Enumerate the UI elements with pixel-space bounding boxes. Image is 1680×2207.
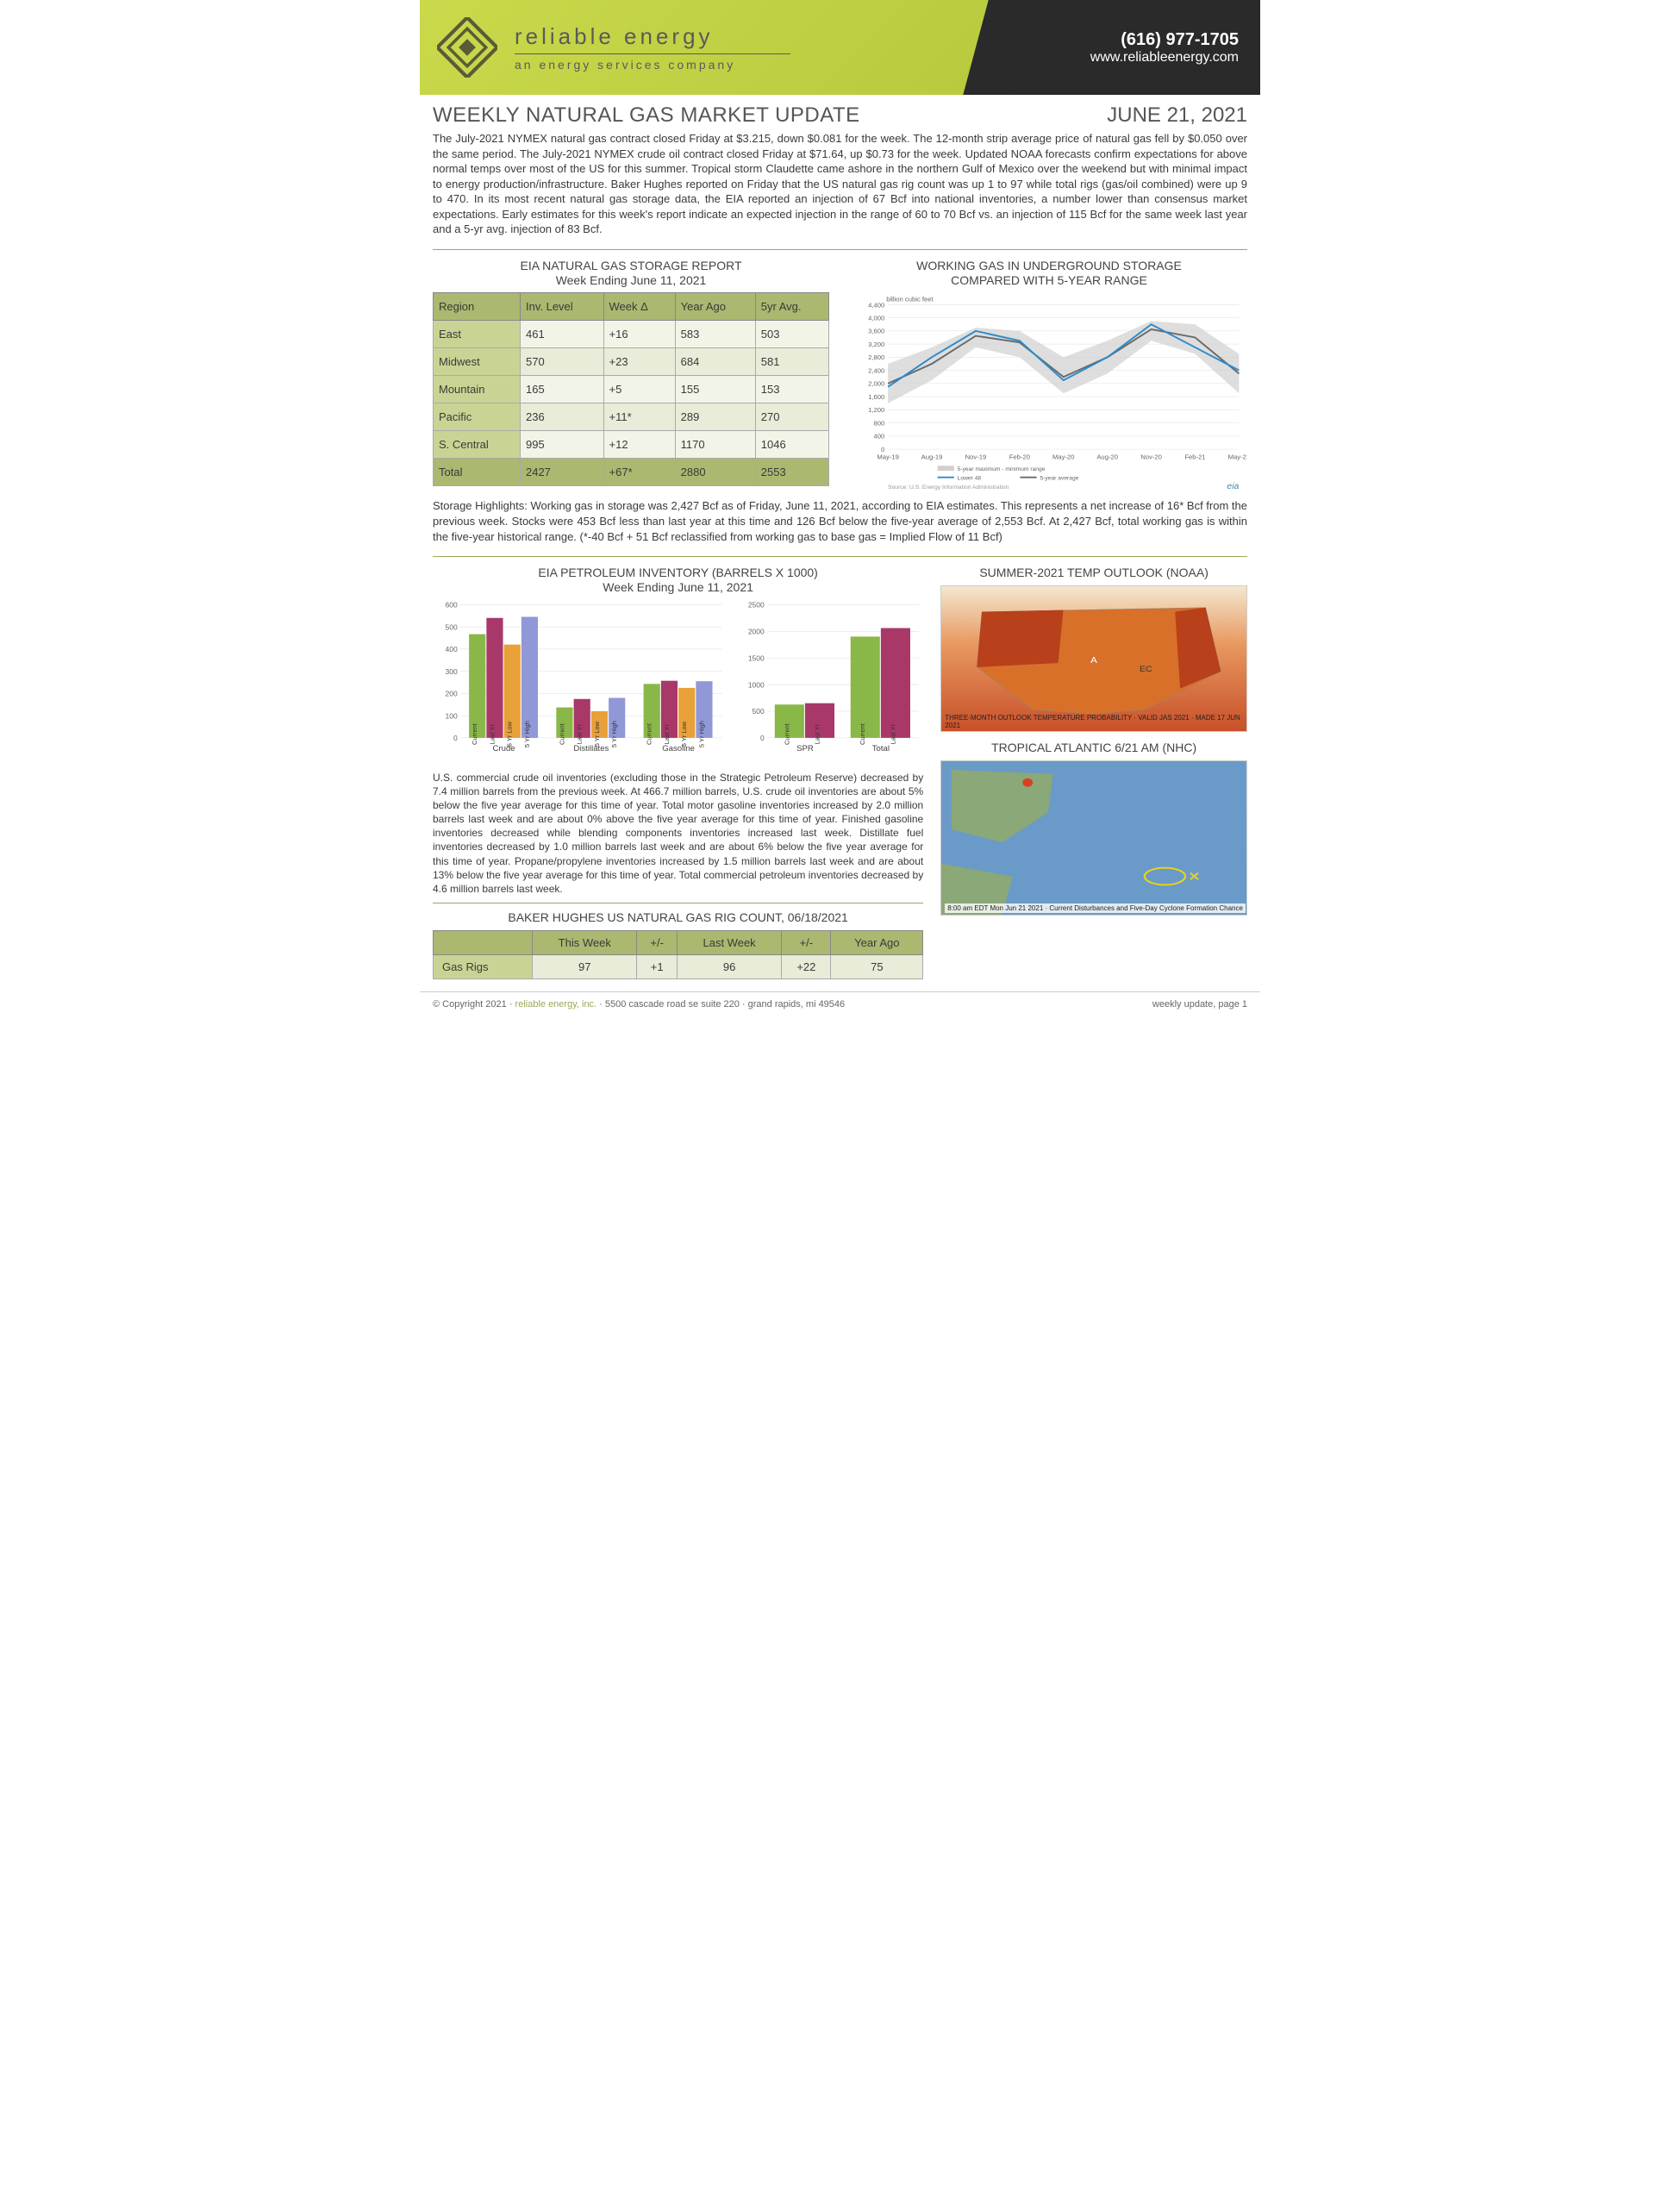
svg-text:Gasoline: Gasoline: [662, 743, 695, 753]
rig-table: This Week+/-Last Week+/-Year Ago Gas Rig…: [433, 930, 923, 979]
svg-text:5 Yr Low: 5 Yr Low: [593, 721, 601, 747]
svg-text:400: 400: [874, 433, 885, 441]
noaa-temp-map: A EC THREE-MONTH OUTLOOK TEMPERATURE PRO…: [940, 585, 1247, 732]
svg-text:300: 300: [446, 666, 458, 675]
phone: (616) 977-1705: [1121, 30, 1239, 50]
svg-text:5 Yr Low: 5 Yr Low: [680, 721, 688, 747]
logo-icon: [437, 17, 497, 78]
svg-text:1000: 1000: [748, 680, 765, 689]
svg-text:2000: 2000: [748, 627, 765, 635]
svg-text:0: 0: [453, 734, 458, 742]
svg-text:100: 100: [446, 711, 458, 720]
svg-text:2,800: 2,800: [868, 354, 884, 362]
header-brand: reliable energy an energy services compa…: [420, 0, 1002, 95]
rig-title: BAKER HUGHES US NATURAL GAS RIG COUNT, 0…: [433, 910, 923, 925]
report-date: JUNE 21, 2021: [1107, 103, 1247, 128]
svg-text:2500: 2500: [748, 600, 765, 609]
svg-text:5-year maximum - minimum range: 5-year maximum - minimum range: [958, 466, 1046, 472]
svg-text:3,600: 3,600: [868, 328, 884, 335]
svg-text:May-19: May-19: [877, 453, 899, 461]
svg-text:Total: Total: [872, 743, 890, 753]
svg-text:SPR: SPR: [796, 743, 814, 753]
svg-text:5-year average: 5-year average: [1040, 476, 1078, 482]
svg-text:Current: Current: [558, 722, 565, 745]
svg-text:600: 600: [446, 600, 458, 609]
svg-text:Last Yr: Last Yr: [488, 723, 496, 744]
svg-text:2,000: 2,000: [868, 380, 884, 388]
svg-text:Current: Current: [859, 722, 866, 745]
petroleum-bar-chart-1: 0 100 200 300 400 500 600 Current Last Yr 5 Yr Lo…: [433, 600, 727, 766]
svg-text:billion cubic feet: billion cubic feet: [886, 296, 934, 303]
svg-text:May-21: May-21: [1228, 453, 1247, 461]
petroleum-text: U.S. commercial crude oil inventories (e…: [433, 771, 923, 897]
svg-text:5 Yr High: 5 Yr High: [610, 721, 618, 747]
storage-table: RegionInv. LevelWeek ΔYear Ago5yr Avg. E…: [433, 292, 829, 486]
svg-text:0: 0: [760, 734, 765, 742]
svg-text:0: 0: [881, 446, 884, 453]
svg-text:2,400: 2,400: [868, 367, 884, 375]
svg-text:Last Yr: Last Yr: [663, 723, 671, 744]
svg-text:Crude: Crude: [493, 743, 515, 753]
intro-text: The July-2021 NYMEX natural gas contract…: [420, 131, 1260, 244]
tropical-title: TROPICAL ATLANTIC 6/21 AM (NHC): [940, 741, 1247, 755]
svg-text:200: 200: [446, 689, 458, 697]
svg-text:500: 500: [446, 622, 458, 631]
company-name: reliable energy: [515, 23, 790, 50]
svg-text:Aug-19: Aug-19: [921, 453, 943, 461]
svg-text:400: 400: [446, 645, 458, 653]
petroleum-bar-chart-2: 05001000150020002500CurrentLast YrSPRCur…: [740, 600, 923, 766]
svg-text:Aug-20: Aug-20: [1096, 453, 1118, 461]
svg-text:Last Yr: Last Yr: [889, 723, 896, 744]
storage-highlights: Storage Highlights: Working gas in stora…: [420, 498, 1260, 551]
svg-text:Feb-21: Feb-21: [1184, 453, 1205, 461]
svg-text:EC: EC: [1140, 665, 1152, 673]
svg-text:Last Yr: Last Yr: [814, 723, 821, 744]
storage-line-chart: 0 400 800 1,200 1,600 2,000 2,400 2,800 3,200 3,6…: [851, 292, 1247, 491]
page-title: WEEKLY NATURAL GAS MARKET UPDATE: [433, 103, 860, 128]
svg-text:3,200: 3,200: [868, 341, 884, 348]
svg-text:1,200: 1,200: [868, 407, 884, 415]
svg-text:Source: U.S. Energy Informati: Source: U.S. Energy Information Administ…: [888, 485, 1009, 491]
temp-outlook-title: SUMMER-2021 TEMP OUTLOOK (NOAA): [940, 566, 1247, 580]
svg-text:5 Yr High: 5 Yr High: [523, 721, 531, 747]
svg-text:Last Yr: Last Yr: [576, 723, 584, 744]
website: www.reliableenergy.com: [1090, 50, 1239, 66]
svg-text:1,600: 1,600: [868, 393, 884, 401]
svg-text:4,000: 4,000: [868, 315, 884, 322]
svg-text:May-20: May-20: [1052, 453, 1075, 461]
svg-text:500: 500: [753, 707, 765, 716]
svg-text:Distillates: Distillates: [573, 743, 609, 753]
svg-text:1500: 1500: [748, 653, 765, 662]
storage-title: EIA NATURAL GAS STORAGE REPORTWeek Endin…: [433, 259, 829, 288]
company-tagline: an energy services company: [515, 58, 790, 72]
svg-text:5 Yr Low: 5 Yr Low: [506, 721, 514, 747]
petroleum-title: EIA PETROLEUM INVENTORY (BARRELS X 1000)…: [433, 566, 923, 595]
svg-text:Current: Current: [646, 722, 653, 745]
svg-text:Feb-20: Feb-20: [1009, 453, 1030, 461]
svg-text:4,400: 4,400: [868, 302, 884, 309]
svg-text:Current: Current: [471, 722, 478, 745]
svg-text:800: 800: [874, 420, 885, 428]
header-contact: (616) 977-1705 www.reliableenergy.com: [1002, 0, 1260, 95]
linechart-title: WORKING GAS IN UNDERGROUND STORAGECOMPAR…: [851, 259, 1247, 288]
svg-text:Nov-20: Nov-20: [1140, 453, 1162, 461]
svg-text:✕: ✕: [1189, 870, 1201, 883]
nhc-tropical-map: ✕ 8:00 am EDT Mon Jun 21 2021 · Current …: [940, 760, 1247, 916]
svg-text:eia: eia: [1227, 482, 1239, 491]
header: reliable energy an energy services compa…: [420, 0, 1260, 95]
svg-text:Current: Current: [783, 722, 790, 745]
svg-text:Lower 48: Lower 48: [958, 476, 982, 482]
svg-text:Nov-19: Nov-19: [965, 453, 987, 461]
svg-text:5 Yr High: 5 Yr High: [697, 721, 705, 747]
footer: © Copyright 2021 · reliable energy, inc.…: [420, 991, 1260, 1016]
svg-text:A: A: [1090, 656, 1098, 666]
